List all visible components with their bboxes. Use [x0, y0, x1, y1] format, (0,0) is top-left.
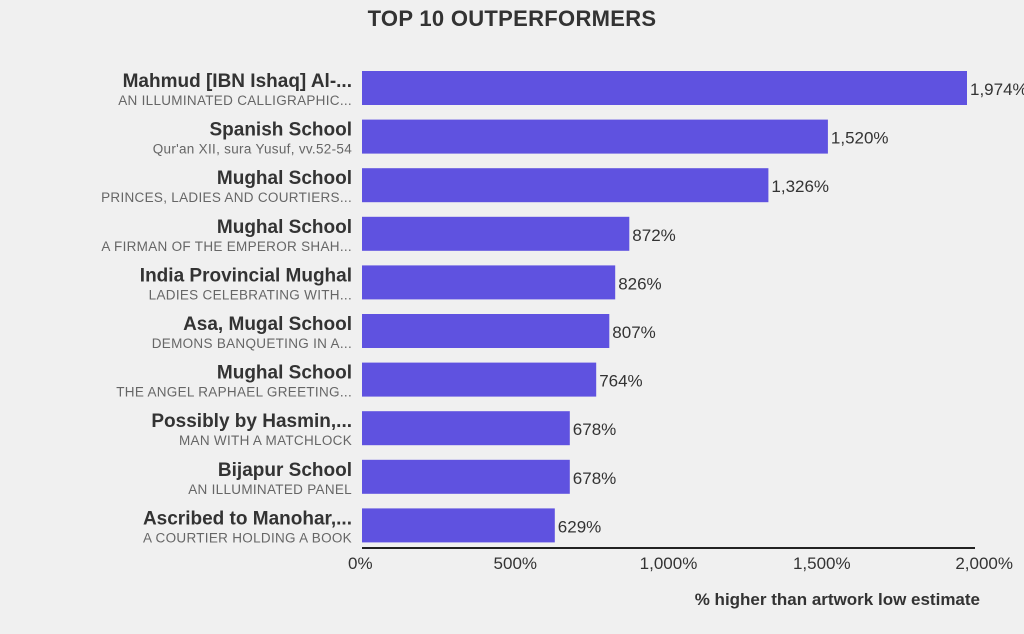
- category-subtitle: MAN WITH A MATCHLOCK: [179, 433, 352, 448]
- category-subtitle: PRINCES, LADIES AND COURTIERS...: [101, 190, 352, 205]
- category-subtitle: LADIES CELEBRATING WITH...: [149, 287, 352, 302]
- value-label: 764%: [599, 372, 642, 391]
- bar: [362, 216, 630, 251]
- category-title: Mughal School: [217, 168, 352, 189]
- x-tick-label: 1,000%: [640, 554, 698, 573]
- category-subtitle: A FIRMAN OF THE EMPEROR SHAH...: [101, 239, 352, 254]
- bar: [362, 119, 828, 154]
- bar: [362, 168, 769, 203]
- category-subtitle: A COURTIER HOLDING A BOOK: [143, 530, 352, 545]
- bar: [362, 411, 570, 446]
- x-tick-label: 0%: [348, 554, 373, 573]
- category-subtitle: DEMONS BANQUETING IN A...: [152, 336, 352, 351]
- category-title: Bijapur School: [218, 460, 352, 481]
- category-title: Possibly by Hasmin,...: [151, 411, 352, 432]
- category-title: Spanish School: [209, 120, 352, 141]
- x-tick-label: 2,000%: [955, 554, 1013, 573]
- bar: [362, 459, 570, 494]
- value-label: 678%: [573, 420, 616, 439]
- value-label: 629%: [558, 517, 601, 536]
- bar: [362, 265, 616, 300]
- chart-title: TOP 10 OUTPERFORMERS: [367, 6, 657, 31]
- bar: [362, 71, 967, 105]
- bar: [362, 362, 597, 397]
- value-label: 1,974%: [970, 80, 1024, 99]
- category-title: India Provincial Mughal: [140, 265, 352, 286]
- category-subtitle: THE ANGEL RAPHAEL GREETING...: [116, 385, 352, 400]
- category-title: Mughal School: [217, 217, 352, 238]
- bar: [362, 508, 555, 543]
- value-label: 1,326%: [771, 177, 829, 196]
- category-title: Mahmud [IBN Ishaq] Al-...: [123, 71, 352, 92]
- value-label: 678%: [573, 469, 616, 488]
- bar: [362, 314, 610, 348]
- value-label: 1,520%: [831, 129, 889, 148]
- category-subtitle: AN ILLUMINATED PANEL: [188, 482, 352, 497]
- category-title: Ascribed to Manohar,...: [143, 508, 352, 529]
- value-label: 807%: [612, 323, 655, 342]
- x-tick-label: 500%: [494, 554, 537, 573]
- category-title: Mughal School: [217, 363, 352, 384]
- value-label: 872%: [632, 226, 675, 245]
- value-label: 826%: [618, 274, 661, 293]
- category-title: Asa, Mugal School: [183, 314, 352, 335]
- x-tick-label: 1,500%: [793, 554, 851, 573]
- category-subtitle: AN ILLUMINATED CALLIGRAPHIC...: [118, 93, 352, 108]
- category-subtitle: Qur'an XII, sura Yusuf, vv.52-54: [153, 142, 352, 157]
- x-axis-label: % higher than artwork low estimate: [694, 590, 980, 609]
